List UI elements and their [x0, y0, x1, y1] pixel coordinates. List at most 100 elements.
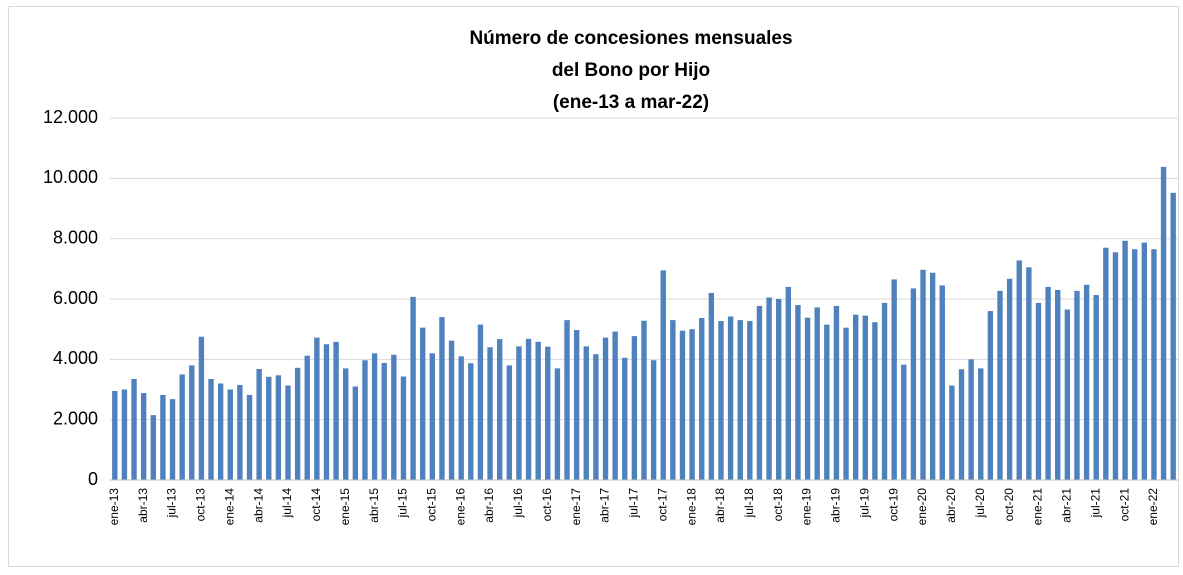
x-tick-label: oct-14 — [309, 488, 323, 522]
bar — [1170, 192, 1176, 480]
x-tick-label: abr-19 — [829, 488, 843, 523]
bar — [612, 331, 618, 480]
bar — [1141, 242, 1148, 480]
x-tick-label: jul-15 — [396, 488, 410, 519]
x-tick-label: oct-19 — [886, 488, 900, 522]
bar — [862, 315, 868, 480]
bar — [1016, 260, 1022, 480]
x-tick-label: ene-18 — [684, 488, 698, 526]
bar — [179, 374, 185, 480]
bar — [131, 378, 137, 480]
bar — [352, 386, 359, 480]
y-tick-label: 2.000 — [53, 408, 98, 428]
bar — [410, 296, 416, 480]
bar — [1006, 278, 1013, 480]
x-tick-label: oct-21 — [1117, 488, 1131, 522]
bar — [237, 384, 243, 480]
bar — [958, 369, 965, 480]
bar — [872, 322, 878, 480]
bar — [814, 307, 820, 480]
x-tick-label: jul-18 — [742, 488, 756, 519]
bar — [150, 415, 156, 480]
x-tick-label: ene-15 — [338, 488, 352, 526]
bar — [641, 320, 647, 480]
bar — [920, 269, 926, 480]
bar — [631, 336, 638, 480]
bar — [112, 391, 118, 480]
bar — [881, 302, 888, 480]
bar — [1103, 247, 1109, 480]
bar — [660, 270, 666, 480]
bar — [939, 285, 945, 480]
bar — [506, 365, 512, 480]
bar — [545, 346, 551, 480]
bar — [1151, 249, 1157, 480]
bar — [1112, 252, 1119, 480]
y-tick-label: 0 — [88, 469, 98, 489]
bar — [852, 314, 859, 480]
chart-title: Número de concesiones mensuales — [469, 28, 792, 49]
bar — [1035, 302, 1042, 480]
bar — [1055, 289, 1061, 480]
bar — [1083, 284, 1090, 480]
bar — [997, 290, 1003, 480]
bar — [285, 385, 291, 480]
bar — [516, 346, 522, 480]
bar — [275, 375, 282, 480]
x-tick-label: oct-20 — [1002, 488, 1016, 522]
bar — [650, 360, 657, 480]
x-tick-label: jul-20 — [973, 488, 987, 519]
bar — [1026, 267, 1032, 480]
bar — [323, 344, 330, 480]
x-tick-label: ene-14 — [222, 488, 236, 526]
bar — [843, 327, 849, 480]
x-tick-label: jul-17 — [627, 488, 641, 519]
x-tick-label: abr-14 — [251, 488, 265, 523]
bar — [496, 339, 503, 480]
bar — [468, 363, 474, 480]
bar — [246, 394, 253, 480]
bar — [1064, 309, 1071, 480]
x-tick-label: abr-15 — [367, 488, 381, 523]
x-tick-label: abr-13 — [136, 488, 150, 523]
x-tick-label: oct-13 — [194, 488, 208, 522]
bar — [227, 389, 233, 480]
y-tick-label: 6.000 — [53, 288, 98, 308]
chart-border — [8, 6, 1179, 567]
bar — [189, 365, 195, 480]
x-tick-label: ene-20 — [915, 488, 929, 526]
bar — [208, 378, 214, 480]
bar — [901, 364, 907, 480]
bar — [429, 353, 436, 480]
bar — [343, 368, 349, 480]
bar — [448, 340, 455, 480]
x-tick-label: ene-16 — [453, 488, 467, 526]
bar — [1132, 249, 1138, 480]
bar — [804, 317, 811, 480]
x-tick-label: jul-13 — [165, 488, 179, 519]
bar — [333, 341, 339, 480]
bar — [1093, 295, 1099, 480]
y-tick-label: 4.000 — [53, 348, 98, 368]
bar — [458, 356, 464, 480]
bar — [891, 279, 897, 480]
bar — [978, 368, 984, 480]
x-tick-label: abr-17 — [598, 488, 612, 523]
bar — [400, 376, 407, 480]
bar — [593, 354, 599, 480]
bar — [564, 320, 570, 480]
x-tick-label: oct-16 — [540, 488, 554, 522]
bar — [737, 320, 743, 480]
bar — [622, 357, 628, 480]
y-tick-label: 12.000 — [43, 107, 98, 127]
x-tick-label: jul-19 — [857, 488, 871, 519]
bar — [602, 337, 609, 480]
x-tick-label: ene-13 — [107, 488, 121, 526]
x-tick-label: ene-22 — [1146, 488, 1160, 526]
bar — [747, 321, 753, 480]
x-tick-label: oct-17 — [655, 488, 669, 522]
bar — [699, 318, 705, 480]
bar — [795, 305, 801, 480]
bar — [824, 324, 830, 480]
